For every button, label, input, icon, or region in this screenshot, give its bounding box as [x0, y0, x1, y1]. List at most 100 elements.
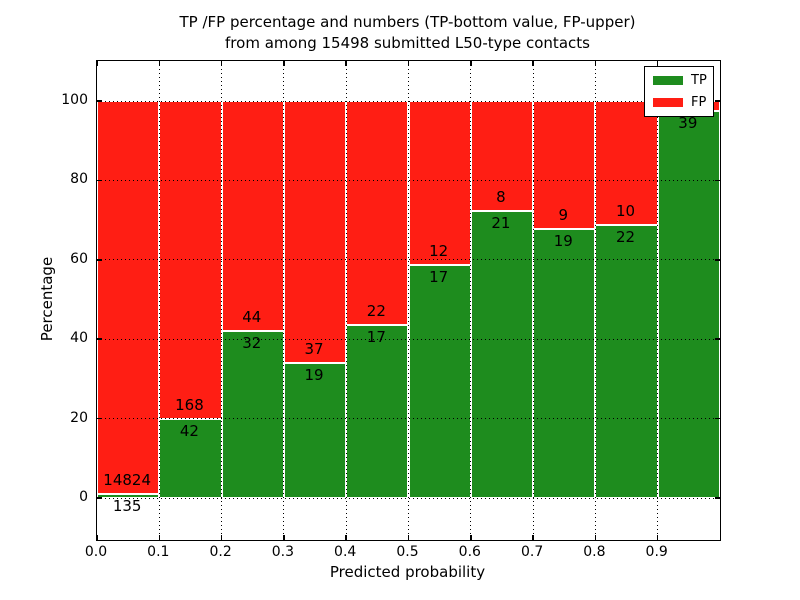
x-tick-bottom — [407, 535, 410, 540]
vertical-gridline — [470, 61, 472, 540]
fp-count-label: 12 — [429, 242, 449, 261]
y-tick-label: 60 — [70, 250, 88, 267]
x-tick-top — [220, 61, 223, 66]
legend-entry-label: FP — [691, 95, 707, 110]
chart-title-line1: TP /FP percentage and numbers (TP-bottom… — [179, 13, 636, 31]
x-tick-top — [656, 61, 659, 66]
x-tick-top — [158, 61, 161, 66]
tp-bar-segment — [595, 225, 658, 498]
x-tick-top — [97, 61, 98, 66]
x-tick-label: 0.7 — [520, 544, 544, 560]
tp-bar-segment — [283, 363, 347, 498]
x-tick-label: 0.2 — [209, 544, 232, 560]
legend-entry-label: TP — [691, 73, 707, 88]
x-tick-top — [532, 61, 534, 66]
x-tick-bottom — [158, 535, 161, 540]
tp-count-label: 17 — [366, 327, 386, 346]
x-axis-label: Predicted probability — [329, 563, 486, 581]
fp-bar-segment — [221, 101, 284, 331]
horizontal-gridline — [97, 418, 720, 420]
y-tick-right — [715, 179, 720, 182]
tp-legend-swatch-icon — [653, 76, 683, 85]
vertical-gridline — [532, 61, 534, 540]
vertical-gridline — [657, 61, 659, 540]
vertical-gridline — [221, 61, 223, 540]
x-tick-bottom — [594, 535, 597, 540]
y-tick-label: 40 — [70, 330, 88, 347]
tp-bar-segment — [470, 210, 534, 498]
fp-bar-segment — [283, 101, 347, 364]
y-tick-left — [97, 338, 102, 340]
x-tick-top — [283, 61, 285, 66]
x-tick-bottom — [283, 535, 285, 540]
tp-count-label: 32 — [242, 333, 262, 352]
y-tick-label: 80 — [70, 171, 88, 188]
x-tick-label: 0.0 — [84, 544, 108, 560]
fp-count-label: 14824 — [103, 471, 151, 490]
x-tick-label: 0.9 — [645, 544, 668, 560]
tp-bar-segment — [221, 330, 284, 498]
legend-entry: FP — [653, 95, 707, 110]
fp-legend-swatch-icon — [653, 98, 683, 107]
vertical-gridline — [408, 61, 409, 540]
tp-bar-segment — [159, 418, 222, 498]
x-tick-label: 0.4 — [334, 544, 357, 560]
y-tick-right — [715, 497, 720, 499]
horizontal-gridline — [97, 259, 720, 261]
x-tick-bottom — [220, 535, 223, 540]
y-tick-left — [97, 497, 102, 499]
tp-count-label: 42 — [179, 421, 199, 440]
x-tick-label: 0.1 — [147, 544, 170, 560]
x-tick-top — [345, 61, 347, 66]
legend: TP FP — [644, 66, 714, 117]
y-tick-label: 0 — [79, 489, 88, 505]
plot-inner — [97, 61, 720, 540]
x-tick-top — [407, 61, 410, 66]
plot-area — [96, 60, 721, 541]
horizontal-gridline — [97, 179, 720, 181]
y-tick-left — [97, 417, 102, 420]
chart-title: TP /FP percentage and numbers (TP-bottom… — [96, 12, 719, 54]
x-tick-label: 0.6 — [458, 544, 481, 560]
tp-count-label: 39 — [678, 113, 698, 132]
fp-count-label: 44 — [242, 307, 262, 326]
y-tick-right — [715, 417, 720, 420]
fp-bar-segment — [533, 101, 596, 229]
fp-count-label: 37 — [304, 340, 324, 359]
vertical-gridline — [594, 61, 596, 540]
horizontal-gridline — [97, 100, 720, 102]
tp-count-label: 19 — [304, 366, 324, 385]
fp-bar-segment — [595, 101, 658, 226]
y-tick-label: 100 — [61, 92, 88, 108]
y-tick-right — [715, 259, 720, 261]
fp-count-label: 8 — [496, 187, 506, 206]
y-tick-left — [97, 100, 102, 102]
x-tick-top — [594, 61, 597, 66]
fp-count-label: 10 — [616, 202, 636, 221]
vertical-gridline — [158, 61, 160, 540]
x-tick-bottom — [470, 535, 472, 540]
x-tick-top — [470, 61, 472, 66]
fp-bar-segment — [346, 101, 409, 325]
tp-count-label: 17 — [429, 268, 449, 287]
x-tick-label: 0.5 — [396, 544, 419, 560]
tp-bar-segment — [657, 110, 720, 498]
fp-count-label: 9 — [558, 205, 569, 224]
tp-count-label: 21 — [491, 213, 511, 232]
x-tick-bottom — [532, 535, 534, 540]
tp-bar-segment — [408, 265, 471, 498]
vertical-gridline — [283, 61, 285, 540]
vertical-gridline — [345, 61, 347, 540]
tp-bar-segment — [346, 324, 409, 498]
y-tick-left — [97, 179, 102, 182]
fp-bar-segment — [97, 101, 160, 495]
y-tick-label: 20 — [70, 409, 88, 426]
horizontal-gridline — [97, 497, 720, 499]
chart-title-line2: from among 15498 submitted L50-type cont… — [225, 34, 590, 52]
x-tick-label: 0.3 — [271, 544, 295, 560]
y-tick-right — [715, 338, 720, 340]
fp-bar-segment — [408, 101, 471, 266]
x-tick-bottom — [97, 535, 98, 540]
tp-count-label: 135 — [112, 497, 142, 516]
